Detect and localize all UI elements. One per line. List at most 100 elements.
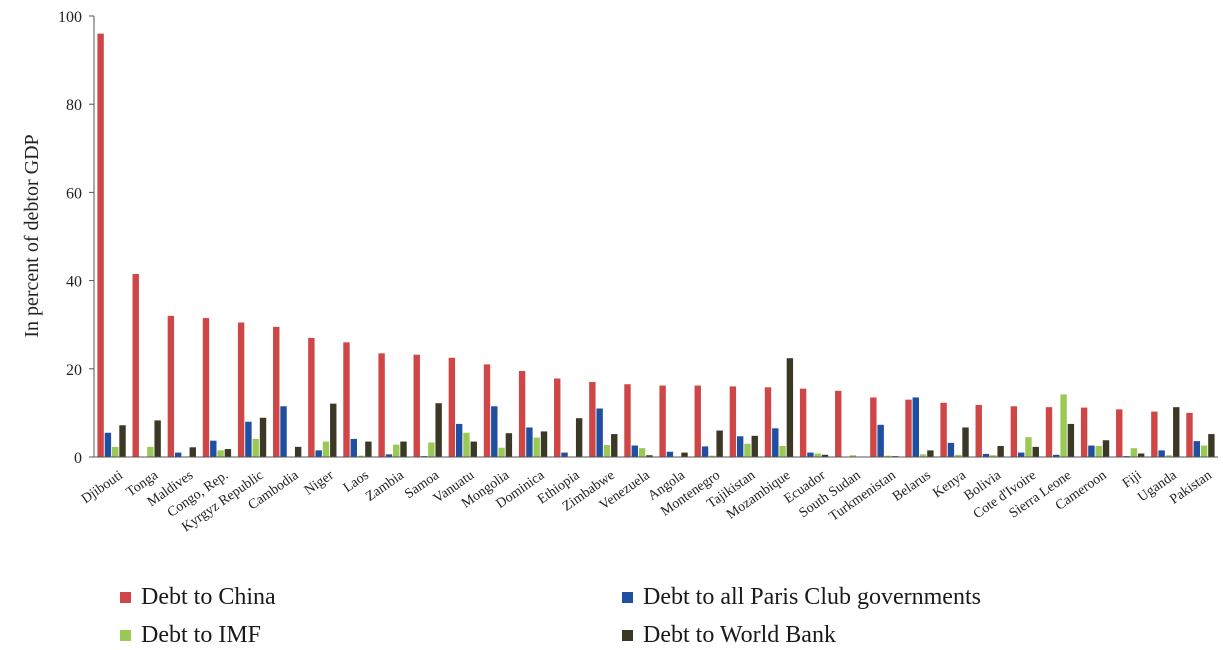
bar-debt-to-imf-10	[463, 432, 470, 457]
bar-debt-to-all-paris-club-governments-12	[526, 427, 533, 457]
y-tick-label: 0	[74, 450, 82, 467]
bar-debt-to-china-20	[799, 388, 807, 457]
bar-debt-to-china-24	[940, 402, 947, 457]
bar-debt-to-imf-15	[638, 448, 646, 457]
bar-debt-to-imf-0	[112, 446, 119, 457]
bar-debt-to-imf-29	[1130, 448, 1138, 457]
bar-debt-to-china-28	[1080, 407, 1088, 457]
bar-debt-to-world-bank-12	[540, 431, 548, 457]
bar-debt-to-all-paris-club-governments-4	[245, 421, 252, 457]
bar-debt-to-all-paris-club-governments-15	[631, 445, 638, 457]
bar-debt-to-imf-19	[779, 445, 786, 457]
bar-debt-to-china-0	[97, 33, 104, 457]
bar-debt-to-imf-17	[709, 455, 716, 457]
bar-debt-to-imf-8	[393, 444, 400, 457]
bar-debt-to-china-26	[1010, 406, 1018, 457]
bar-debt-to-imf-20	[814, 453, 821, 457]
bar-debt-to-china-9	[413, 354, 420, 457]
legend-swatch	[622, 592, 633, 603]
bar-debt-to-world-bank-31	[1208, 434, 1215, 457]
bar-debt-to-china-21	[835, 390, 842, 457]
bar-debt-to-china-3	[202, 318, 210, 457]
bar-debt-to-all-paris-club-governments-6	[315, 450, 322, 457]
bar-debt-to-world-bank-23	[927, 450, 934, 457]
bar-debt-to-all-paris-club-governments-16	[666, 451, 674, 457]
legend-item: Debt to China	[120, 584, 276, 611]
bar-debt-to-imf-22	[884, 455, 892, 457]
bar-debt-to-china-8	[378, 353, 385, 457]
y-tick-label: 20	[66, 362, 82, 379]
bar-debt-to-all-paris-club-governments-5	[280, 406, 287, 457]
bar-debt-to-china-1	[132, 273, 139, 457]
bar-debt-to-china-19	[764, 387, 772, 457]
bar-debt-to-china-12	[518, 371, 526, 457]
bar-debt-to-all-paris-club-governments-20	[807, 452, 814, 457]
bar-debt-to-china-16	[659, 385, 666, 457]
bar-debt-to-world-bank-9	[435, 403, 442, 457]
bar-debt-to-china-4	[237, 322, 245, 457]
bar-debt-to-world-bank-29	[1137, 453, 1145, 457]
bar-debt-to-all-paris-club-governments-8	[385, 454, 393, 457]
bar-debt-to-all-paris-club-governments-31	[1193, 441, 1200, 457]
bar-debt-to-imf-26	[1025, 437, 1032, 457]
bar-debt-to-china-2	[167, 315, 175, 457]
bar-debt-to-imf-7	[357, 455, 365, 457]
y-tick-label: 60	[66, 185, 82, 202]
bar-debt-to-china-14	[589, 382, 596, 457]
bar-debt-to-world-bank-10	[470, 441, 477, 457]
y-axis: 0 20 40 60 80 100	[58, 9, 95, 467]
bar-debt-to-all-paris-club-governments-3	[210, 440, 217, 457]
bar-debt-to-china-15	[624, 384, 631, 457]
legend-label: Debt to China	[141, 584, 276, 610]
bar-debt-to-imf-6	[322, 441, 330, 457]
bar-debt-to-imf-25	[990, 455, 997, 457]
bar-debt-to-china-5	[273, 326, 280, 457]
bar-debt-to-world-bank-15	[646, 455, 653, 457]
bar-debt-to-imf-31	[1200, 445, 1208, 457]
y-axis-label: In percent of debtor GDP	[21, 134, 43, 337]
bar-debt-to-imf-24	[955, 454, 962, 457]
bar-debt-to-world-bank-1	[154, 420, 161, 457]
bar-debt-to-world-bank-0	[119, 425, 126, 457]
bar-debt-to-china-22	[870, 397, 877, 457]
legend-label: Debt to World Bank	[643, 622, 836, 648]
bar-debt-to-world-bank-20	[821, 454, 829, 457]
bar-debt-to-imf-9	[428, 442, 435, 457]
bar-debt-to-imf-21	[849, 455, 857, 457]
bar-debt-to-all-paris-club-governments-7	[350, 438, 357, 457]
bar-chart: 0 20 40 60 80 100 DjiboutiTongaMaldivesCongo,…	[21, 9, 1218, 535]
bar-debt-to-world-bank-25	[997, 445, 1004, 457]
bar-debt-to-world-bank-6	[330, 403, 337, 457]
bar-debt-to-china-6	[308, 337, 315, 457]
x-tick-label: Niger	[302, 468, 337, 499]
bar-debt-to-world-bank-26	[1032, 446, 1039, 457]
bar-debt-to-all-paris-club-governments-18	[736, 436, 744, 457]
legend-item: Debt to IMF	[120, 622, 261, 649]
y-tick-label: 40	[66, 274, 82, 291]
legend-item: Debt to World Bank	[622, 622, 836, 649]
bar-debt-to-world-bank-2	[189, 447, 196, 457]
bar-debt-to-china-31	[1186, 412, 1193, 457]
bar-debt-to-world-bank-16	[681, 452, 688, 457]
bar-debt-to-china-23	[905, 399, 912, 457]
y-tick-label: 100	[58, 9, 82, 26]
bar-debt-to-world-bank-14	[611, 434, 618, 457]
bar-debt-to-world-bank-17	[716, 430, 723, 457]
bar-debt-to-all-paris-club-governments-11	[491, 406, 498, 457]
bar-debt-to-all-paris-club-governments-19	[772, 428, 779, 457]
bar-debt-to-world-bank-27	[1067, 423, 1075, 457]
bar-debt-to-all-paris-club-governments-22	[877, 424, 884, 457]
bar-debt-to-imf-27	[1060, 394, 1067, 457]
bar-debt-to-all-paris-club-governments-30	[1158, 450, 1165, 457]
bar-debt-to-all-paris-club-governments-17	[701, 446, 709, 457]
bar-debt-to-world-bank-7	[365, 441, 372, 457]
bar-debt-to-world-bank-8	[400, 441, 407, 457]
bar-debt-to-world-bank-13	[575, 418, 583, 457]
bar-debt-to-imf-4	[252, 438, 259, 457]
bar-debt-to-imf-1	[147, 446, 154, 457]
bar-debt-to-world-bank-24	[962, 427, 969, 457]
bar-debt-to-imf-23	[919, 454, 927, 457]
bar-debt-to-all-paris-club-governments-23	[912, 397, 919, 457]
legend-label: Debt to IMF	[141, 622, 261, 648]
